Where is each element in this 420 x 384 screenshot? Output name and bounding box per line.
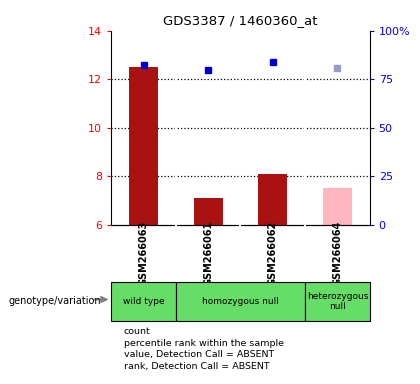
Text: rank, Detection Call = ABSENT: rank, Detection Call = ABSENT (124, 362, 270, 371)
Text: GSM266062: GSM266062 (268, 221, 278, 286)
Bar (194, 198, 223, 225)
Text: value, Detection Call = ABSENT: value, Detection Call = ABSENT (124, 350, 274, 359)
Bar (111, 282, 176, 321)
Bar (129, 67, 158, 225)
Text: percentile rank within the sample: percentile rank within the sample (124, 339, 284, 348)
Bar (323, 188, 352, 225)
Text: GSM266063: GSM266063 (139, 221, 149, 286)
Text: heterozygous
null: heterozygous null (307, 292, 368, 311)
Bar (305, 282, 370, 321)
Bar (176, 282, 305, 321)
Text: wild type: wild type (123, 297, 164, 306)
Text: genotype/variation: genotype/variation (8, 296, 101, 306)
Bar (258, 174, 287, 225)
Text: GSM266064: GSM266064 (332, 221, 342, 286)
Title: GDS3387 / 1460360_at: GDS3387 / 1460360_at (163, 14, 318, 27)
Text: GSM266061: GSM266061 (203, 221, 213, 286)
Text: homozygous null: homozygous null (202, 297, 279, 306)
Text: count: count (124, 327, 151, 336)
